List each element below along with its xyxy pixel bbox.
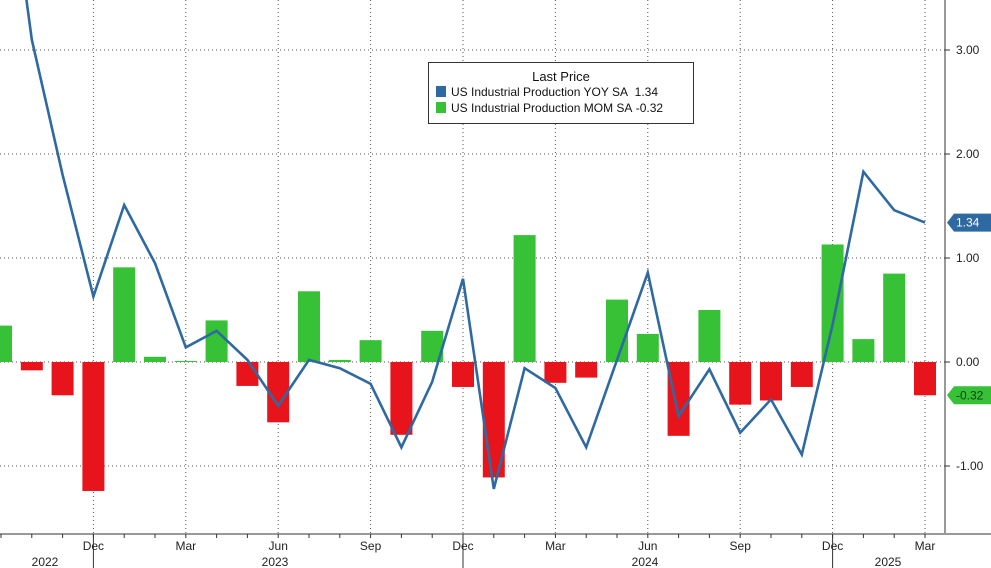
legend: Last Price US Industrial Production YOY …: [428, 62, 694, 124]
bar: [174, 360, 197, 362]
legend-entry-mom: US Industrial Production MOM SA -0.32: [436, 101, 663, 115]
bar: [513, 235, 536, 362]
bar: [636, 333, 659, 362]
bar: [544, 362, 567, 383]
legend-label-yoy: US Industrial Production YOY SA: [451, 85, 628, 99]
bar: [267, 362, 290, 423]
last-value-tag-bg: [947, 213, 991, 232]
legend-title: Last Price: [532, 69, 590, 84]
bar: [698, 310, 721, 362]
legend-swatch-mom: [436, 102, 446, 113]
bar: [790, 362, 813, 387]
x-month-label: Mar: [545, 539, 566, 553]
bar: [144, 356, 166, 362]
bar: [328, 359, 351, 362]
bar: [729, 362, 752, 405]
x-month-label: Mar: [915, 539, 936, 553]
bar: [205, 320, 228, 362]
legend-entry-yoy: US Industrial Production YOY SA 1.34: [436, 85, 658, 99]
y-tick-label: -1.00: [956, 459, 984, 473]
x-month-label: Jun: [269, 539, 288, 553]
x-year-label: 2024: [632, 555, 659, 568]
bar: [51, 362, 74, 396]
x-year-label: 2025: [875, 555, 902, 568]
bar: [452, 362, 474, 387]
bar: [667, 362, 690, 436]
x-month-label: Sep: [360, 539, 382, 553]
x-year-label: 2023: [262, 555, 289, 568]
x-month-label: Mar: [175, 539, 196, 553]
bar: [82, 362, 105, 491]
last-value-tag-label: -0.32: [956, 388, 984, 402]
y-tick-label: 0.00: [956, 355, 980, 369]
legend-label-mom: US Industrial Production MOM SA: [451, 101, 633, 115]
y-tick-label: 2.00: [956, 147, 980, 161]
bar: [359, 340, 382, 362]
last-value-tag-bg: [947, 386, 991, 405]
x-month-label: Jun: [638, 539, 657, 553]
last-value-tags: 1.34 -0.32: [947, 213, 991, 405]
y-tick-label: 3.00: [956, 43, 980, 57]
bar: [575, 362, 598, 378]
bar: [606, 299, 628, 362]
bar: [421, 330, 444, 362]
bar: [883, 273, 906, 362]
bar: [760, 362, 782, 401]
legend-value-yoy: 1.34: [634, 85, 659, 99]
bar: [914, 362, 936, 396]
bar-series: [0, 235, 936, 491]
line-series: [25, 0, 926, 490]
bar: [852, 339, 875, 362]
last-value-tag-label: 1.34: [956, 216, 980, 230]
bar: [390, 362, 413, 435]
yoy-line: [25, 0, 926, 490]
legend-swatch-yoy: [436, 86, 446, 97]
legend-value-mom: -0.32: [635, 101, 664, 115]
bar: [113, 267, 136, 362]
x-month-label: Sep: [730, 539, 752, 553]
bar: [821, 244, 844, 362]
x-year-label: 2022: [32, 555, 59, 568]
bar: [236, 362, 259, 386]
bar: [298, 291, 320, 362]
bar: [20, 362, 43, 371]
bar: [0, 325, 12, 362]
y-tick-label: 1.00: [956, 251, 980, 265]
